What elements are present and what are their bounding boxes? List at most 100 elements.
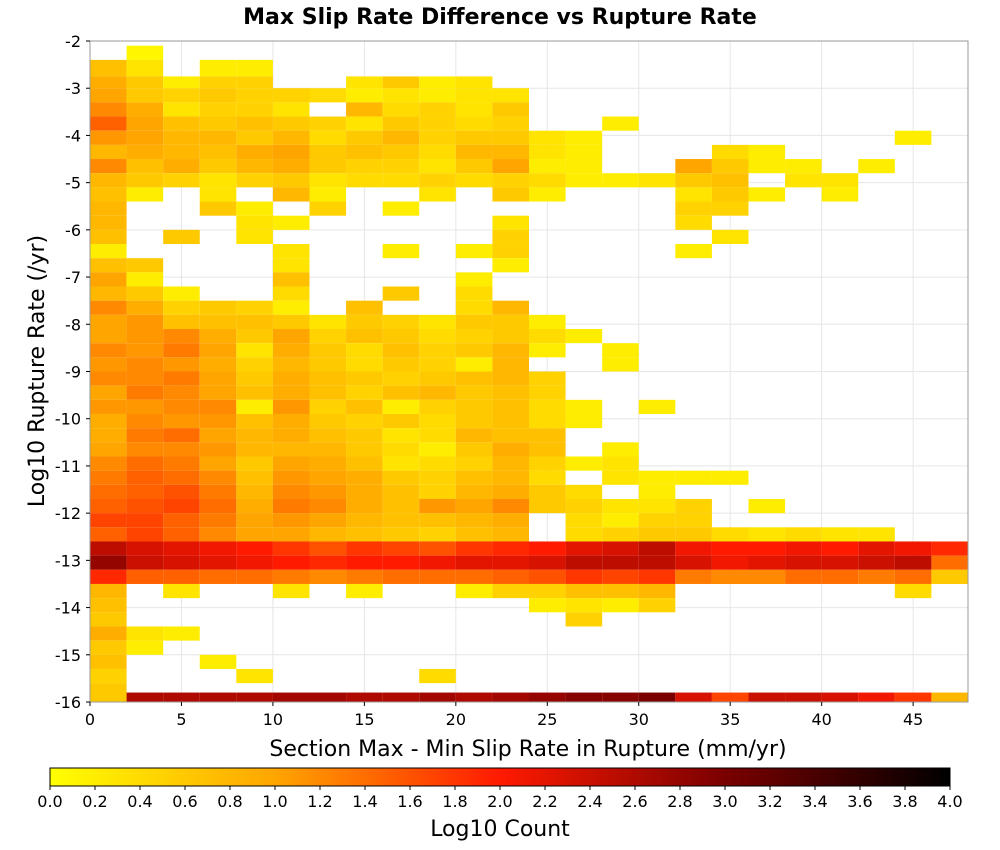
heatmap-cell	[529, 598, 566, 613]
heatmap-cell	[529, 456, 566, 471]
y-tick-label: -10	[55, 410, 81, 429]
heatmap-cell	[236, 692, 273, 702]
heatmap-cell	[748, 692, 786, 702]
heatmap-cell	[126, 159, 164, 174]
heatmap-cell	[90, 102, 127, 117]
heatmap-cell	[90, 498, 127, 514]
colorbar-tick-label: 0.6	[172, 792, 197, 811]
heatmap-cell	[821, 187, 859, 202]
heatmap-cell	[199, 187, 237, 202]
heatmap-cell	[126, 527, 164, 542]
heatmap-cell	[529, 187, 566, 202]
heatmap-cell	[163, 555, 200, 570]
heatmap-cell	[272, 258, 310, 273]
heatmap-cell	[492, 399, 529, 414]
heatmap-cell	[565, 527, 603, 542]
heatmap-cell	[272, 583, 310, 599]
heatmap-cell	[858, 527, 895, 542]
heatmap-cell	[272, 144, 310, 160]
colorbar	[49, 767, 951, 787]
heatmap-cell	[163, 456, 200, 471]
heatmap-cell	[272, 173, 310, 188]
heatmap-cell	[492, 300, 529, 315]
heatmap-cell	[675, 470, 712, 485]
heatmap-cell	[638, 498, 676, 514]
y-tick-label: -9	[65, 363, 81, 382]
heatmap-cell	[602, 456, 639, 471]
y-tick-label: -12	[55, 504, 81, 523]
heatmap-cell	[346, 428, 383, 443]
heatmap-cell	[236, 173, 273, 188]
colorbar-tick-label: 1.6	[397, 792, 422, 811]
heatmap-cell	[455, 244, 493, 259]
heatmap-cell	[785, 555, 822, 570]
heatmap-cell	[529, 159, 566, 174]
heatmap-cell	[272, 513, 310, 528]
heatmap-cell	[346, 484, 383, 499]
heatmap-cell	[492, 413, 529, 429]
heatmap-cell	[529, 541, 566, 556]
heatmap-cell	[602, 555, 639, 570]
heatmap-cell	[785, 173, 822, 188]
heatmap-cell	[90, 569, 127, 584]
heatmap-cell	[565, 598, 603, 613]
heatmap-cell	[346, 470, 383, 485]
heatmap-cell	[382, 442, 420, 457]
heatmap-cell	[346, 130, 383, 145]
heatmap-cell	[455, 541, 493, 556]
heatmap-cell	[163, 88, 200, 103]
heatmap-cell	[346, 541, 383, 556]
y-tick-label: -4	[65, 126, 81, 145]
heatmap-cell	[675, 513, 712, 528]
heatmap-cell	[90, 399, 127, 414]
heatmap-cell	[894, 583, 932, 599]
heatmap-cell	[602, 343, 639, 358]
heatmap-cell	[675, 555, 712, 570]
heatmap-cell	[199, 385, 237, 400]
heatmap-cell	[236, 116, 273, 131]
y-axis-label: Log10 Rupture Rate (/yr)	[25, 235, 50, 507]
heatmap-cell	[90, 456, 127, 471]
heatmap-cell	[163, 498, 200, 514]
heatmap-cell	[163, 130, 200, 145]
heatmap-cell	[455, 513, 493, 528]
heatmap-cell	[272, 357, 310, 372]
heatmap-cell	[529, 442, 566, 457]
heatmap-cell	[529, 144, 566, 160]
colorbar-tick-label: 3.0	[712, 792, 737, 811]
heatmap-cell	[711, 144, 749, 160]
heatmap-cell	[126, 428, 164, 443]
heatmap-cell	[492, 371, 529, 386]
heatmap-cell	[236, 555, 273, 570]
heatmap-cell	[309, 173, 347, 188]
heatmap-cell	[272, 159, 310, 174]
heatmap-cell	[199, 428, 237, 443]
heatmap-cell	[529, 329, 566, 344]
heatmap-cell	[272, 555, 310, 570]
heatmap-cell	[346, 527, 383, 542]
colorbar-tick-label: 1.2	[307, 792, 332, 811]
heatmap-cell	[492, 130, 529, 145]
heatmap-cell	[492, 569, 529, 584]
heatmap-cell	[236, 498, 273, 514]
heatmap-cell	[419, 498, 456, 514]
heatmap-cell	[602, 569, 639, 584]
heatmap-cell	[711, 201, 749, 216]
y-tick-label: -6	[65, 221, 81, 240]
heatmap-cell	[492, 173, 529, 188]
heatmap-cell	[492, 187, 529, 202]
heatmap-cell	[382, 456, 420, 471]
heatmap-cell	[272, 314, 310, 330]
heatmap-cell	[711, 173, 749, 188]
heatmap-cell	[711, 569, 749, 584]
heatmap-cell	[638, 598, 676, 613]
heatmap-cell	[492, 541, 529, 556]
heatmap-cell	[272, 286, 310, 301]
heatmap-cell	[163, 76, 200, 89]
heatmap-cell	[90, 144, 127, 160]
heatmap-cell	[199, 470, 237, 485]
heatmap-cell	[382, 130, 420, 145]
y-tick-label: -15	[55, 646, 81, 665]
heatmap-cell	[382, 470, 420, 485]
